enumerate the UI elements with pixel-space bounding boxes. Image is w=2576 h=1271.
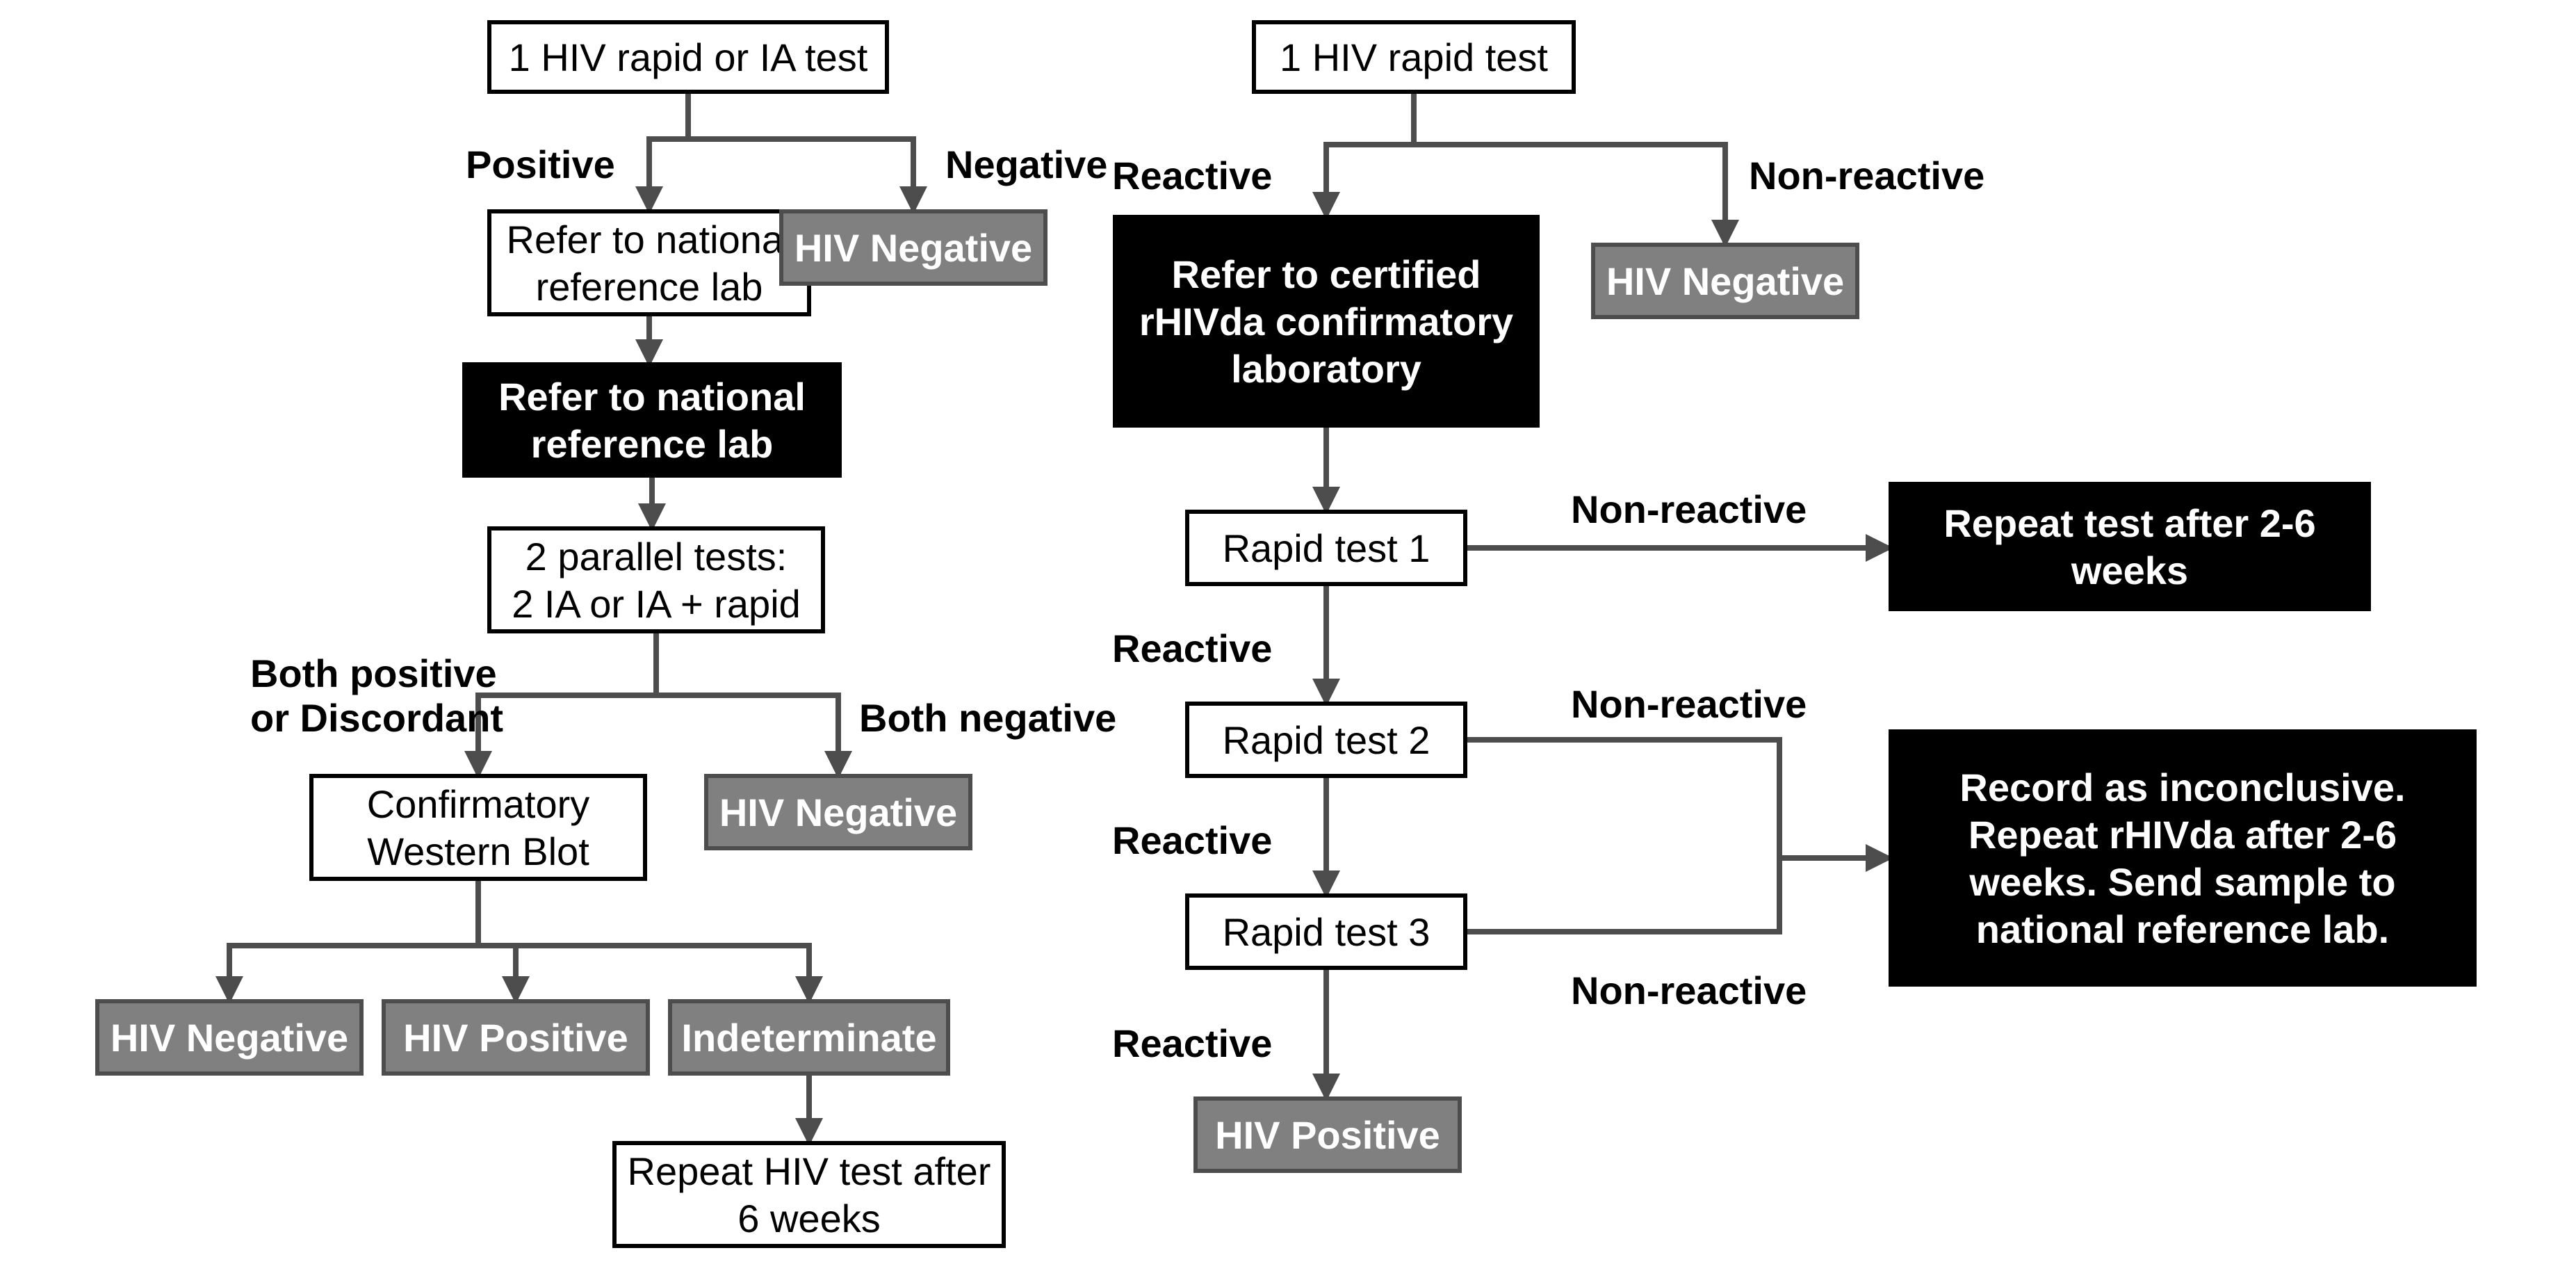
node-L6a: HIV Negative	[97, 1001, 361, 1074]
node-text: HIV Negative	[719, 791, 957, 834]
edge-label: Reactive	[1112, 626, 1272, 670]
node-R1: 1 HIV rapid test	[1254, 22, 1574, 92]
node-text: 1 HIV rapid or IA test	[509, 35, 868, 79]
edge-label: Non-reactive	[1571, 969, 1807, 1012]
node-text: HIV Positive	[1215, 1113, 1440, 1157]
edge	[688, 139, 913, 211]
node-text: Rapid test 3	[1223, 910, 1430, 954]
node-R6: HIV Positive	[1196, 1099, 1460, 1171]
node-L6c: Indeterminate	[670, 1001, 948, 1074]
edge	[1326, 145, 1414, 217]
node-text: 1 HIV rapid test	[1280, 35, 1548, 79]
edge-label: Negative	[945, 143, 1107, 186]
node-text: HIV Negative	[1606, 259, 1844, 303]
node-text: Rapid test 1	[1223, 526, 1430, 570]
node-L4: 2 parallel tests:2 IA or IA + rapid	[489, 528, 823, 631]
node-text: Refer to certified	[1172, 252, 1481, 296]
edge-label: Reactive	[1112, 154, 1272, 197]
edge	[478, 695, 656, 776]
edge	[656, 695, 838, 776]
node-R2a: Refer to certifiedrHIVda confirmatorylab…	[1115, 217, 1538, 426]
edge	[229, 946, 478, 1001]
node-text: 6 weeks	[737, 1197, 880, 1240]
node-L5a: ConfirmatoryWestern Blot	[311, 776, 645, 879]
node-text: reference lab	[531, 422, 774, 466]
node-L7: Repeat HIV test after6 weeks	[614, 1143, 1004, 1246]
node-text: reference lab	[536, 265, 763, 309]
edge-label: Reactive	[1112, 1021, 1272, 1065]
edge-label: or Discordant	[250, 696, 503, 740]
node-L3: Refer to nationalreference lab	[464, 364, 840, 476]
node-text: Repeat rHIVda after 2-6	[1968, 813, 2397, 857]
edge	[478, 946, 809, 1001]
edge-label: Non-reactive	[1571, 682, 1807, 726]
node-text: Repeat HIV test after	[628, 1149, 991, 1193]
edge-label: Non-reactive	[1571, 487, 1807, 531]
node-text: Refer to national	[498, 375, 806, 419]
node-text: laboratory	[1231, 347, 1421, 391]
node-text: 2 parallel tests:	[525, 535, 788, 578]
node-text: Confirmatory	[367, 782, 590, 826]
node-text: Western Blot	[367, 829, 589, 873]
node-text: Rapid test 2	[1223, 718, 1430, 762]
node-R45b: Record as inconclusive.Repeat rHIVda aft…	[1891, 731, 2475, 985]
node-text: Repeat test after 2-6	[1943, 501, 2315, 545]
node-R2b: HIV Negative	[1593, 245, 1857, 317]
edge-label: Positive	[466, 143, 615, 186]
node-text: weeks. Send sample to	[1968, 860, 2395, 904]
edge-label: Non-reactive	[1749, 154, 1984, 197]
node-text: national reference lab.	[1976, 907, 2389, 951]
edge-label: Both negative	[859, 696, 1116, 740]
node-text: HIV Positive	[403, 1016, 628, 1060]
node-R3: Rapid test 1	[1187, 512, 1465, 584]
node-R5: Rapid test 3	[1187, 896, 1465, 968]
edge	[649, 139, 688, 211]
node-R3b: Repeat test after 2-6weeks	[1891, 484, 2369, 609]
node-text: Indeterminate	[681, 1016, 936, 1060]
node-L6b: HIV Positive	[384, 1001, 648, 1074]
edge	[1465, 740, 1779, 858]
edge-label: Reactive	[1112, 818, 1272, 862]
node-text: weeks	[2071, 549, 2188, 592]
node-L2b: HIV Negative	[781, 211, 1045, 284]
node-text: Refer to national	[507, 218, 792, 261]
node-R4: Rapid test 2	[1187, 704, 1465, 776]
edge	[1465, 858, 1891, 932]
node-text: Record as inconclusive.	[1959, 766, 2405, 809]
node-L1: 1 HIV rapid or IA test	[489, 22, 887, 92]
node-text: HIV Negative	[794, 226, 1032, 270]
node-L5b: HIV Negative	[706, 776, 970, 848]
edge	[478, 946, 516, 1001]
node-text: 2 IA or IA + rapid	[512, 582, 801, 626]
node-text: HIV Negative	[111, 1016, 348, 1060]
node-L2: Refer to nationalreference lab	[489, 211, 809, 314]
edge-label: Both positive	[250, 651, 497, 695]
node-text: rHIVda confirmatory	[1139, 300, 1513, 343]
